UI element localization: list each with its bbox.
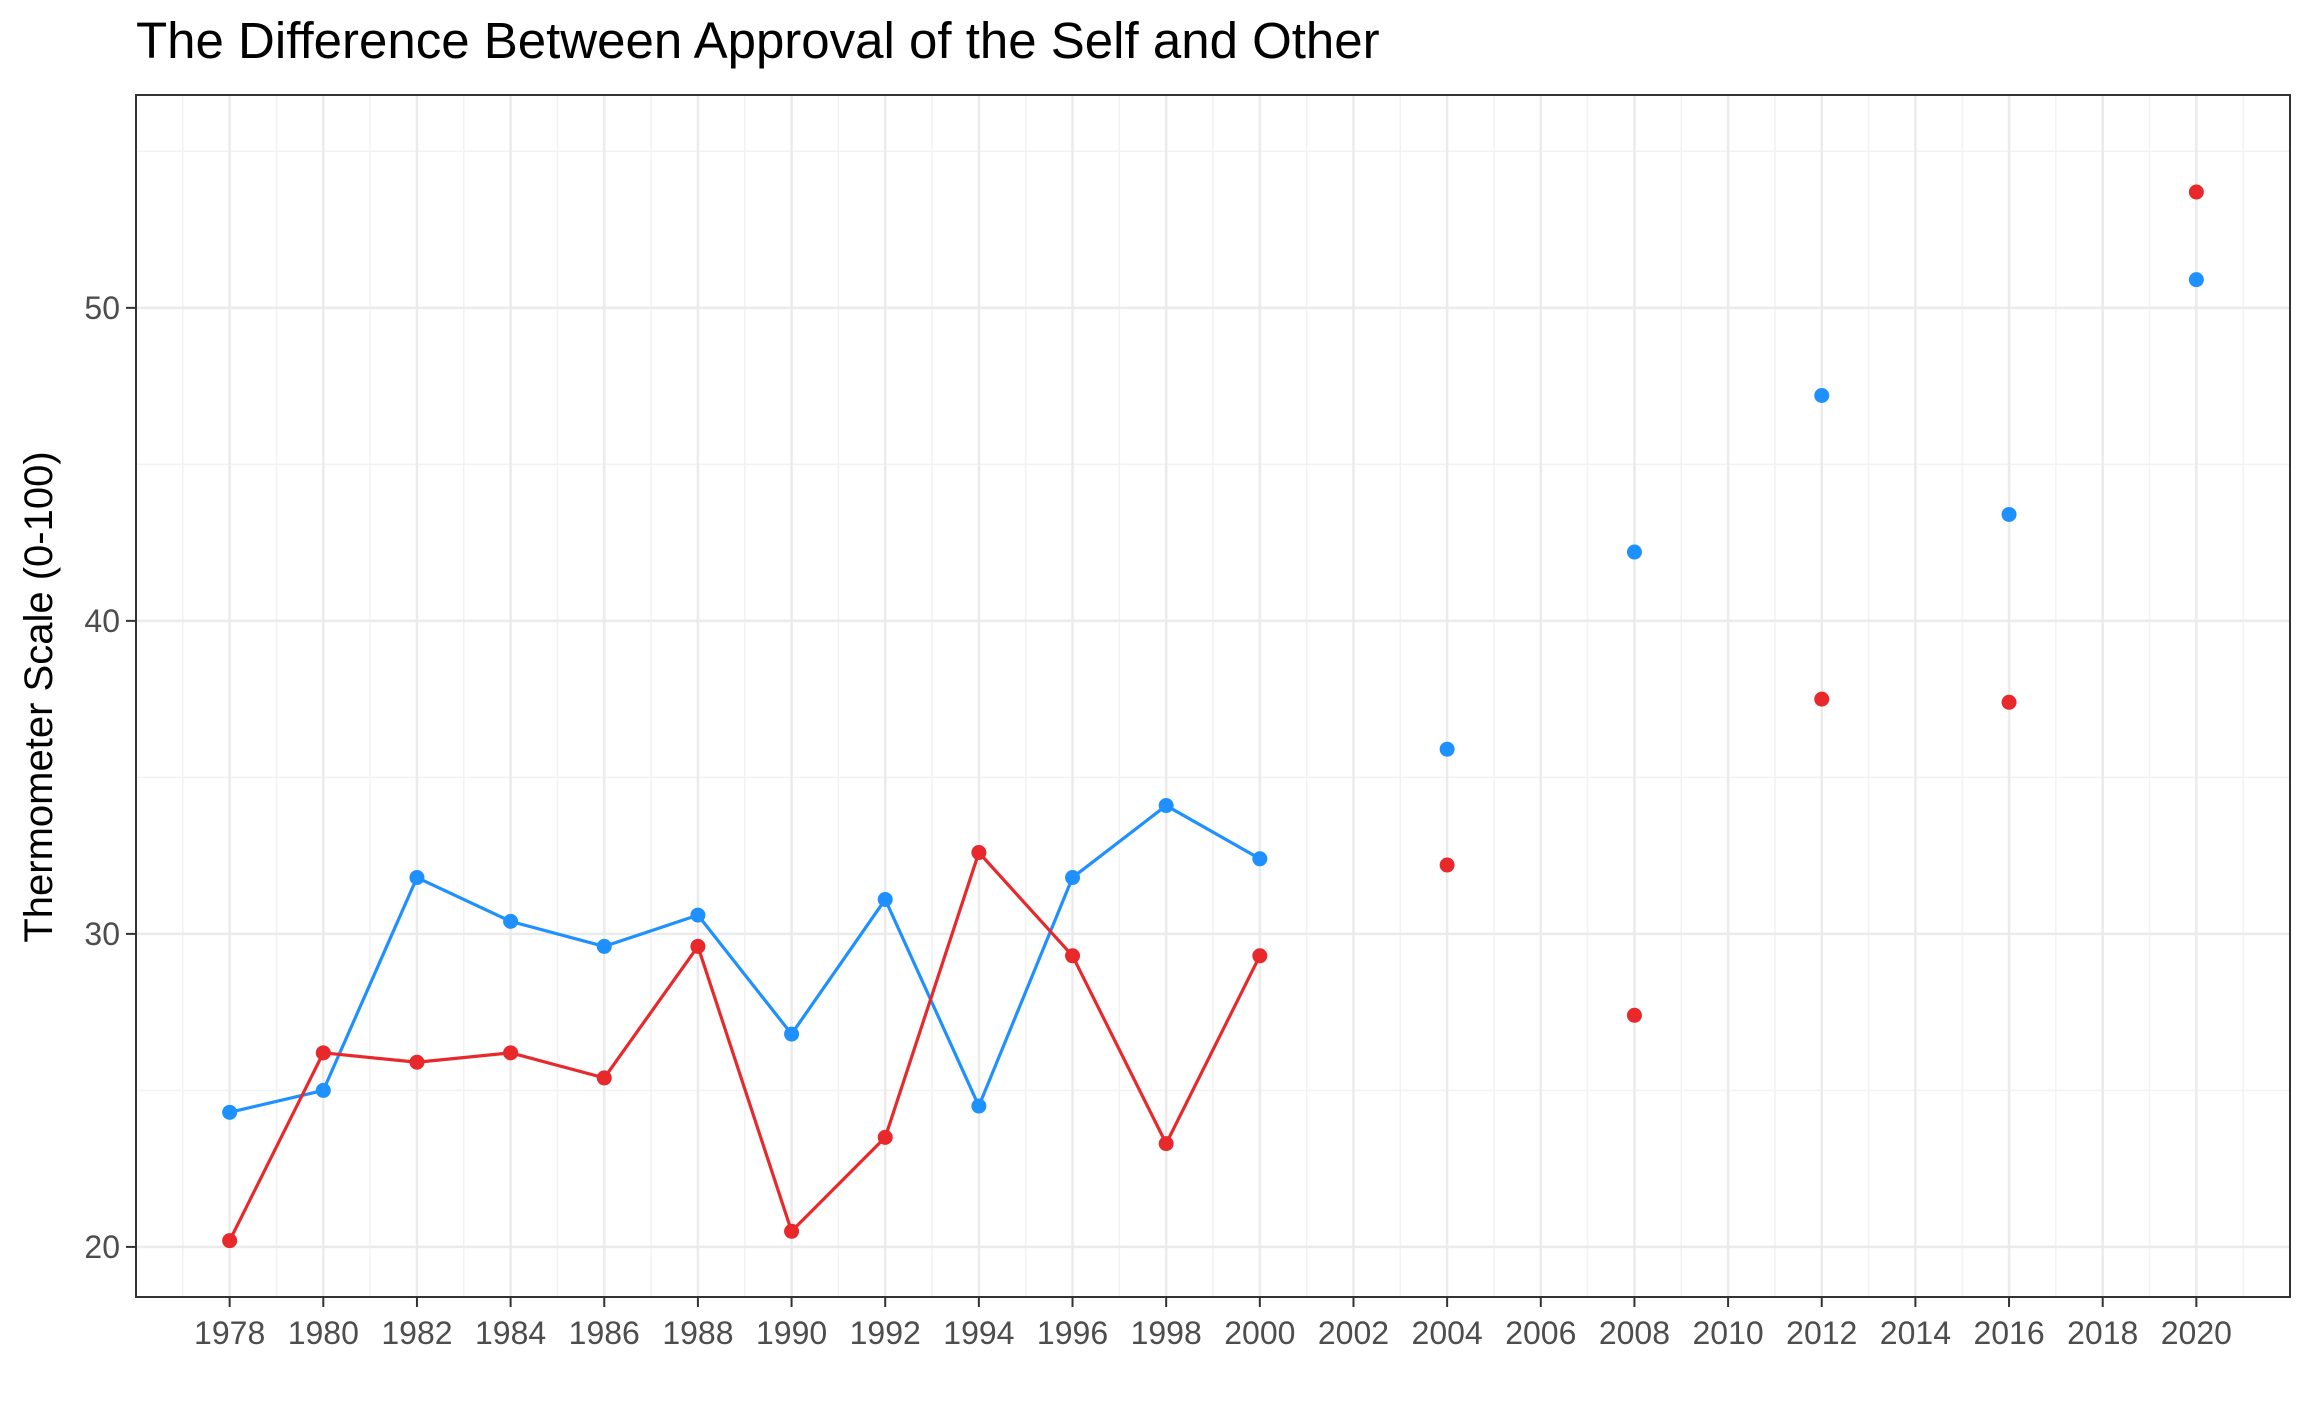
- series-2-point: [1065, 948, 1081, 964]
- x-tick-label: 2010: [1692, 1315, 1763, 1351]
- series-1-point: [877, 891, 893, 907]
- x-tick-label: 1992: [850, 1315, 921, 1351]
- series-2-point: [315, 1045, 331, 1061]
- series-2-point: [784, 1223, 800, 1239]
- series-2-line: [228, 850, 1262, 1242]
- series-2-point: [1439, 857, 1455, 873]
- x-tick-label: 2014: [1880, 1315, 1951, 1351]
- series-1-point: [409, 870, 425, 886]
- x-tick-label: 1980: [288, 1315, 359, 1351]
- series-2-point: [1252, 948, 1268, 964]
- series-1-point: [1252, 851, 1268, 867]
- x-tick-label: 1994: [943, 1315, 1014, 1351]
- x-tick-label: 2006: [1505, 1315, 1576, 1351]
- plot-area: 1978 1980 1982 1984 1986 1988 1990 1992 1994 1996…: [84, 94, 2291, 1351]
- series-1-point: [971, 1098, 987, 1114]
- x-tick-label: 2000: [1224, 1315, 1295, 1351]
- series-2-point: [2001, 694, 2017, 710]
- series-2-point: [503, 1045, 519, 1061]
- x-tick-label: 2018: [2067, 1315, 2138, 1351]
- y-tick-label: 20: [84, 1229, 120, 1265]
- series-1-point: [1439, 741, 1455, 757]
- series-2-point: [2188, 184, 2204, 200]
- x-tick-label: 1990: [756, 1315, 827, 1351]
- series-1-point: [596, 938, 612, 954]
- series-1-point: [503, 913, 519, 929]
- series-2-point: [877, 1129, 893, 1145]
- y-axis-title: Thermometer Scale (0-100): [17, 451, 61, 942]
- x-tick-label: 2004: [1412, 1315, 1483, 1351]
- series-2-point: [222, 1233, 238, 1249]
- series-2-point: [596, 1070, 612, 1086]
- y-tick-label: 50: [84, 290, 120, 326]
- chart-title: The Difference Between Approval of the S…: [136, 12, 1380, 69]
- series-2-point: [690, 938, 706, 954]
- series-1-point: [222, 1104, 238, 1120]
- x-tick-label: 1998: [1131, 1315, 1202, 1351]
- series-1-point: [315, 1082, 331, 1098]
- x-tick-label: 1986: [569, 1315, 640, 1351]
- x-tick-label: 1984: [475, 1315, 546, 1351]
- x-tick-label: 1982: [381, 1315, 452, 1351]
- x-tick-label: 1988: [662, 1315, 733, 1351]
- series-1-point: [1065, 870, 1081, 886]
- x-tick-label: 2002: [1318, 1315, 1389, 1351]
- series-2-point: [1158, 1136, 1174, 1152]
- series-1-point: [2188, 272, 2204, 288]
- series-2-point: [1814, 691, 1830, 707]
- series-1-point: [784, 1026, 800, 1042]
- panel-border: [135, 94, 2291, 1298]
- series-1-point: [1626, 544, 1642, 560]
- x-tick-label: 2020: [2161, 1315, 2232, 1351]
- series-2-point: [1626, 1007, 1642, 1023]
- x-tick-label: 2008: [1599, 1315, 1670, 1351]
- x-tick-label: 1978: [194, 1315, 265, 1351]
- series-2-point: [971, 845, 987, 861]
- series-1-point: [690, 907, 706, 923]
- series-1-point: [1158, 798, 1174, 814]
- x-tick-label: 2012: [1786, 1315, 1857, 1351]
- y-tick-label: 30: [84, 916, 120, 952]
- x-tick-label: 2016: [1973, 1315, 2044, 1351]
- series-1-point: [1814, 388, 1830, 403]
- series-1-line: [229, 803, 1261, 1114]
- series-2-point: [409, 1054, 425, 1070]
- x-tick-label: 1996: [1037, 1315, 1108, 1351]
- y-tick-label: 40: [84, 603, 120, 639]
- series-1-point: [2001, 506, 2017, 522]
